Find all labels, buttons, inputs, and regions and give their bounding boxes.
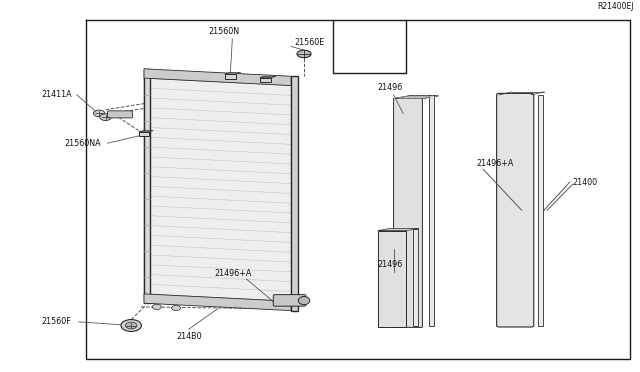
Polygon shape [144, 78, 291, 301]
Text: 21496+A: 21496+A [477, 159, 514, 168]
Ellipse shape [298, 296, 310, 305]
Polygon shape [291, 76, 298, 311]
Text: 21560E: 21560E [294, 38, 324, 47]
Bar [260, 78, 271, 82]
Polygon shape [260, 76, 276, 78]
Text: 21496: 21496 [378, 83, 403, 92]
Bar [413, 229, 418, 326]
Polygon shape [139, 131, 153, 132]
Bar [225, 74, 236, 78]
Text: 214B0: 214B0 [176, 332, 202, 341]
Polygon shape [144, 294, 291, 311]
Circle shape [152, 304, 161, 310]
Text: 21496+A: 21496+A [214, 269, 252, 278]
Polygon shape [394, 96, 438, 99]
Polygon shape [378, 228, 419, 231]
Text: 21496: 21496 [378, 260, 403, 269]
Circle shape [100, 114, 111, 121]
FancyBboxPatch shape [108, 111, 132, 118]
Polygon shape [394, 96, 438, 327]
Text: 21411A: 21411A [42, 90, 72, 99]
Polygon shape [378, 231, 406, 327]
FancyBboxPatch shape [273, 295, 306, 306]
Text: R21400EJ: R21400EJ [597, 2, 634, 11]
Bar [429, 95, 434, 326]
Polygon shape [144, 69, 291, 86]
Circle shape [125, 322, 137, 329]
Polygon shape [144, 69, 150, 303]
Text: 21400: 21400 [573, 178, 598, 187]
Text: 21560N: 21560N [208, 27, 239, 36]
Text: 21560NA: 21560NA [64, 139, 100, 148]
Polygon shape [225, 73, 241, 74]
FancyBboxPatch shape [497, 93, 534, 327]
Ellipse shape [297, 50, 311, 58]
Bar [139, 132, 149, 136]
Circle shape [121, 320, 141, 331]
Circle shape [172, 305, 180, 311]
Text: 21560F: 21560F [42, 317, 71, 326]
Bar [538, 95, 543, 326]
Circle shape [93, 110, 105, 117]
